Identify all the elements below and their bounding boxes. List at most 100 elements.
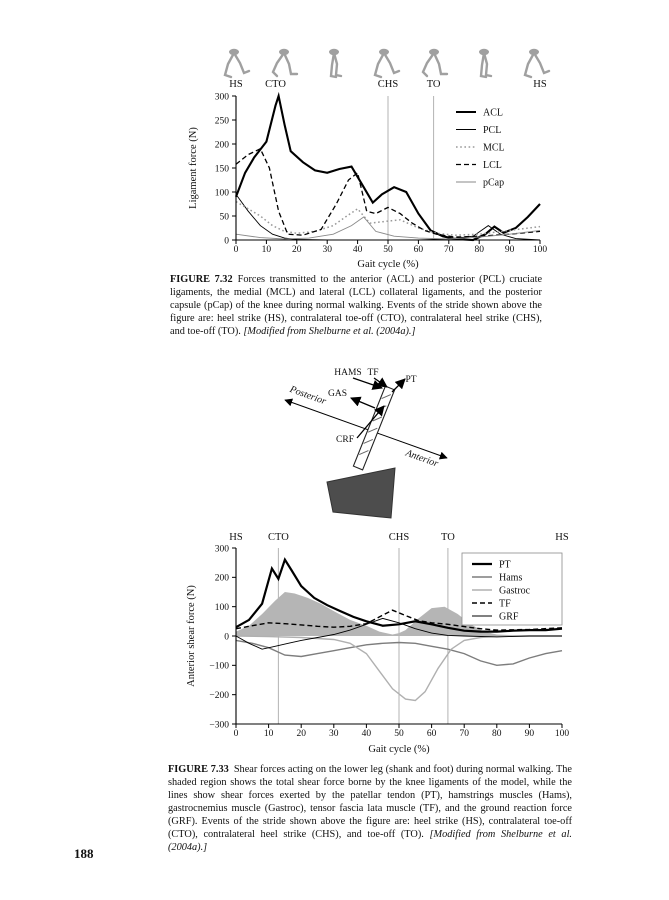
figure-7-32-chart: HS CTO CHS TO HS 0 50 100 150 200 250 300 0 10 20 30 40 5…: [188, 47, 551, 270]
svg-text:30: 30: [329, 729, 339, 739]
lower-leg-force-diagram: HAMS TF PT GAS CRF Posterior Anterior: [235, 362, 465, 532]
svg-text:0: 0: [234, 245, 239, 255]
force-arrows: [350, 377, 406, 439]
svg-text:80: 80: [474, 245, 484, 255]
svg-text:10: 10: [264, 729, 274, 739]
series-GRF: [235, 617, 562, 650]
series-Hams: [235, 639, 563, 667]
axes: −300 −200 −100 0 100 200 300 0 10 20 30 40 50 60 70 80 9…: [186, 544, 569, 755]
svg-text:200: 200: [215, 140, 230, 150]
svg-text:80: 80: [492, 729, 502, 739]
svg-text:CHS: CHS: [389, 532, 410, 543]
svg-text:50: 50: [394, 729, 404, 739]
svg-text:TO: TO: [441, 532, 455, 543]
svg-text:100: 100: [215, 188, 230, 198]
svg-text:70: 70: [444, 245, 454, 255]
svg-text:0: 0: [234, 729, 239, 739]
svg-text:CTO: CTO: [265, 79, 286, 90]
svg-text:−300: −300: [209, 720, 229, 730]
walking-figure-icons: [223, 47, 551, 79]
svg-text:20: 20: [296, 729, 306, 739]
svg-text:100: 100: [215, 603, 230, 613]
svg-text:ACL: ACL: [483, 108, 503, 119]
figure-7-32-caption-label: FIGURE 7.32: [170, 274, 233, 285]
pt-label: PT: [405, 375, 416, 385]
svg-text:TO: TO: [427, 79, 441, 90]
figure-7-33-chart: HS CTO CHS TO HS −300 −200 −100 0 100 200 300 0 10 20 3…: [186, 532, 569, 755]
svg-text:90: 90: [505, 245, 515, 255]
hams-label: HAMS: [334, 368, 361, 378]
svg-text:250: 250: [215, 116, 230, 126]
figure-7-32-caption-source: [Modified from Shelburne et al. (2004a).…: [243, 325, 416, 337]
series-TF: [235, 609, 563, 631]
svg-text:Gastroc: Gastroc: [499, 586, 531, 597]
svg-text:HS: HS: [229, 79, 243, 90]
svg-text:PT: PT: [499, 560, 511, 571]
series-LCL: [235, 147, 541, 238]
y-axis-label: Anterior shear force (N): [186, 585, 197, 687]
posterior-label: Posterior: [287, 384, 327, 408]
axes: 0 50 100 150 200 250 300 0 10 20 30 40 50 60 70 80 90 100…: [188, 92, 547, 270]
figure-7-33-caption-body: Shear forces acting on the lower leg (sh…: [168, 764, 573, 840]
x-axis-label: Gait cycle (%): [357, 259, 419, 270]
svg-text:60: 60: [427, 729, 437, 739]
y-axis-label: Ligament force (N): [188, 127, 199, 209]
tf-force-arrow: [373, 377, 388, 388]
svg-text:150: 150: [215, 164, 230, 174]
foot-shape: [326, 467, 396, 519]
svg-text:50: 50: [383, 245, 393, 255]
hams-force-arrow: [352, 377, 383, 390]
svg-text:40: 40: [362, 729, 372, 739]
legend: ACL PCL MCL LCL pCap: [456, 108, 505, 189]
svg-text:MCL: MCL: [483, 143, 505, 154]
figure-7-33-caption-source: [Modified from Shelburne et al. (2004a).…: [168, 828, 573, 853]
series-pCap: [235, 216, 541, 240]
figure-7-33-caption: FIGURE 7.33 Shear forces acting on the lo…: [168, 764, 572, 855]
svg-text:CTO: CTO: [268, 532, 289, 543]
pt-force-arrow: [391, 378, 406, 393]
svg-text:100: 100: [533, 245, 548, 255]
svg-text:30: 30: [322, 245, 332, 255]
figure-7-32-caption: FIGURE 7.32 Forces transmitted to the ant…: [170, 274, 542, 339]
svg-text:−200: −200: [209, 691, 229, 701]
lower-leg-force-diagram-svg: HAMS TF PT GAS CRF Posterior Anterior: [284, 368, 448, 519]
svg-text:20: 20: [292, 245, 302, 255]
svg-text:−100: −100: [209, 662, 229, 672]
series-shaded-region: [236, 592, 562, 636]
svg-text:GRF: GRF: [499, 612, 519, 623]
svg-text:50: 50: [220, 212, 230, 222]
tf-label: TF: [367, 368, 378, 378]
svg-text:70: 70: [459, 729, 469, 739]
svg-text:0: 0: [224, 632, 229, 642]
legend: PT Hams Gastroc TF GRF: [461, 552, 563, 626]
svg-text:10: 10: [262, 245, 272, 255]
svg-text:HS: HS: [555, 532, 569, 543]
svg-text:PCL: PCL: [483, 125, 501, 136]
series-PT: [235, 557, 563, 633]
svg-text:90: 90: [525, 729, 535, 739]
svg-text:200: 200: [215, 574, 230, 584]
svg-text:300: 300: [215, 544, 230, 554]
svg-text:100: 100: [555, 729, 570, 739]
svg-text:HS: HS: [229, 532, 243, 543]
page-number: 188: [74, 846, 94, 861]
svg-text:Hams: Hams: [499, 573, 522, 584]
series-Gastroc: [235, 635, 562, 702]
crf-label: CRF: [336, 435, 354, 445]
gas-label: GAS: [328, 389, 347, 399]
anterior-posterior-axis-arrow: [284, 398, 448, 460]
gas-force-arrow: [350, 396, 376, 409]
svg-text:60: 60: [414, 245, 424, 255]
figure-7-33: HS CTO CHS TO HS −300 −200 −100 0 100 200 300 0 10 20 3…: [170, 524, 600, 771]
svg-text:300: 300: [215, 92, 230, 102]
svg-text:40: 40: [353, 245, 363, 255]
x-axis-label: Gait cycle (%): [368, 744, 430, 755]
figure-7-32: HS CTO CHS TO HS 0 50 100 150 200 250 300 0 10 20 30 40 5…: [170, 40, 570, 277]
svg-text:HS: HS: [533, 79, 547, 90]
svg-text:0: 0: [224, 236, 229, 246]
figure-7-33-caption-label: FIGURE 7.33: [168, 764, 229, 775]
figure-7-32-caption-body: Forces transmitted to the anterior (ACL)…: [170, 274, 543, 337]
anterior-label: Anterior: [403, 447, 440, 469]
svg-text:CHS: CHS: [378, 79, 399, 90]
